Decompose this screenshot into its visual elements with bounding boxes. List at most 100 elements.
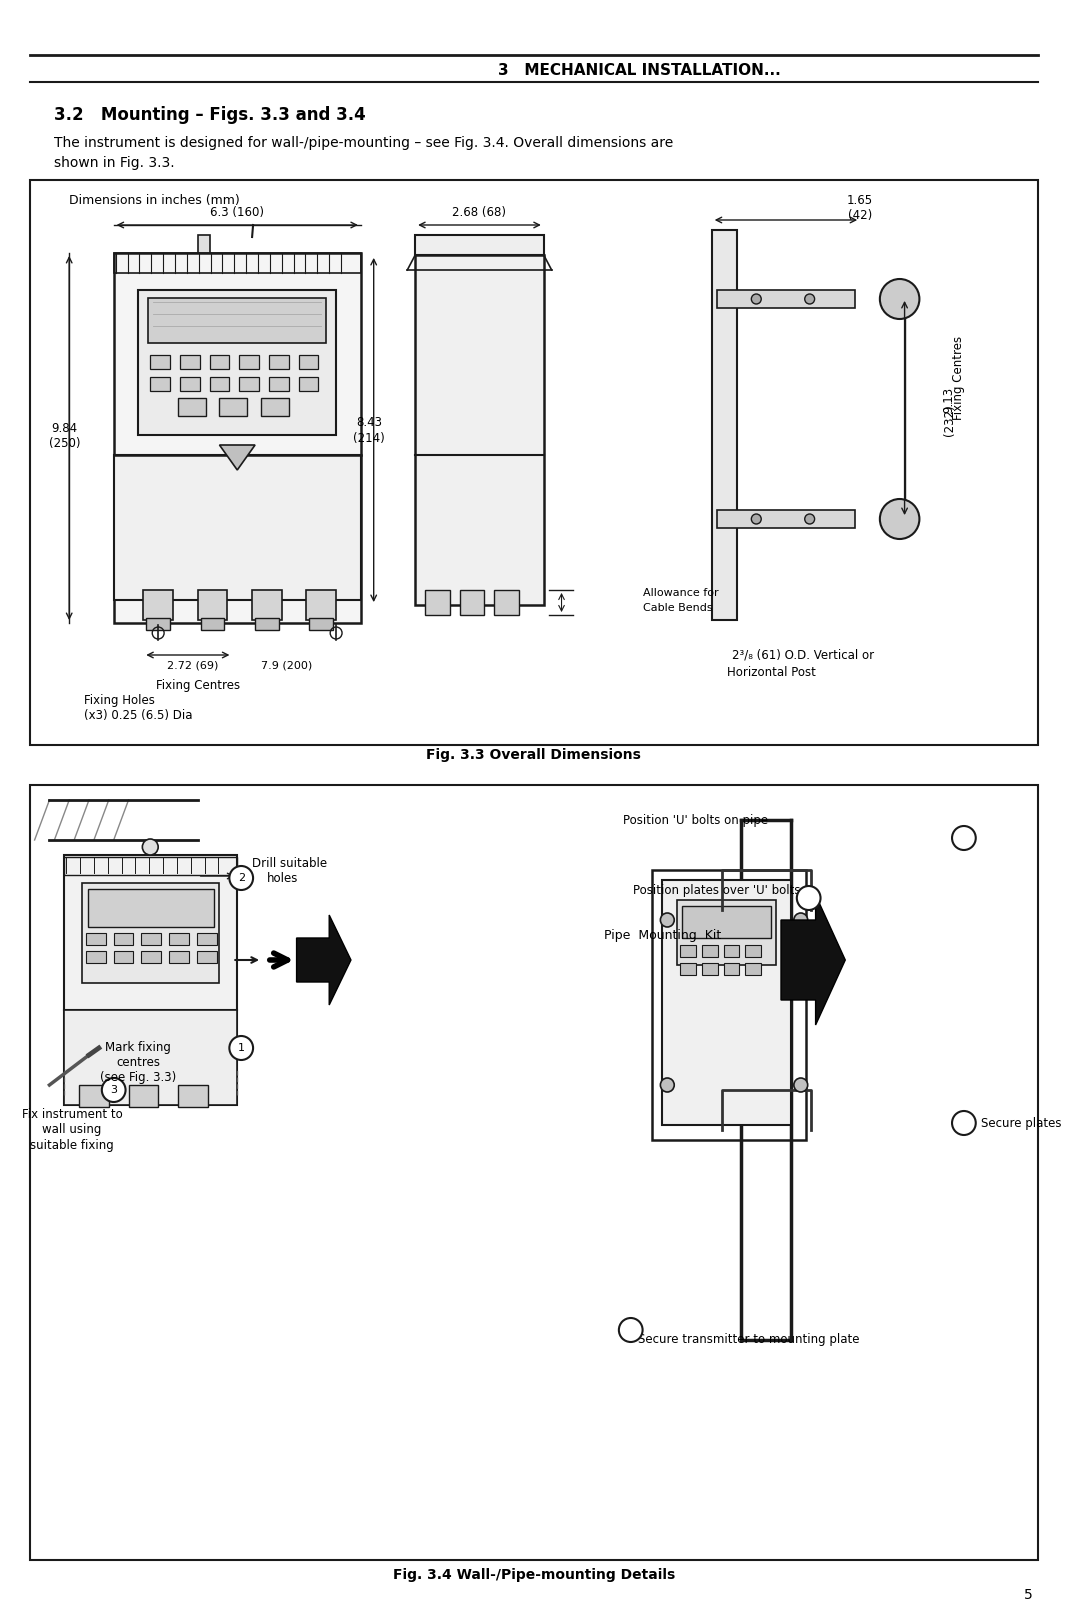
Circle shape [229,1036,253,1060]
Text: 2: 2 [805,893,812,903]
Bar [298,377,319,392]
Circle shape [660,1078,674,1092]
Bar [82,883,219,984]
Text: (214): (214) [353,432,384,445]
Bar [150,354,170,369]
Bar [138,290,336,435]
Text: (x3) 0.25 (6.5) Dia: (x3) 0.25 (6.5) Dia [84,709,192,722]
Bar [29,785,1038,1560]
Circle shape [794,913,808,927]
Bar [113,951,134,963]
Text: 2³/₈ (61) O.D. Vertical or: 2³/₈ (61) O.D. Vertical or [731,649,874,662]
Text: 3: 3 [110,1086,118,1095]
Text: Secure plates: Secure plates [981,1116,1062,1129]
Text: shown in Fig. 3.3.: shown in Fig. 3.3. [54,155,175,170]
Text: Fix instrument to: Fix instrument to [22,1108,122,1121]
Bar [683,906,771,938]
Bar [415,235,543,256]
Bar [113,455,361,600]
Bar [219,398,247,416]
Text: (232): (232) [943,404,956,435]
Bar [64,1010,238,1105]
Bar [144,591,173,620]
Bar [702,945,718,956]
Bar [129,1086,158,1107]
Text: Fixing Centres: Fixing Centres [953,337,966,421]
Polygon shape [219,445,255,469]
Bar [677,900,777,964]
Bar [702,963,718,976]
Text: wall using: wall using [42,1123,102,1136]
Circle shape [805,515,814,524]
Bar [724,963,740,976]
Bar [113,252,361,273]
Text: 1: 1 [238,1044,245,1053]
Bar [178,1086,207,1107]
Bar [198,235,210,257]
Bar [198,591,228,620]
Text: (42): (42) [848,209,873,222]
Bar [201,618,225,629]
Bar [64,854,238,1105]
Text: 4: 4 [627,1325,634,1335]
Text: 7.9 (200): 7.9 (200) [261,660,312,670]
Text: 2.72 (69): 2.72 (69) [167,660,218,670]
Bar [269,354,288,369]
Circle shape [619,1319,643,1341]
Bar [113,934,134,945]
Text: 6.3 (160): 6.3 (160) [211,205,265,218]
Text: Fig. 3.3 Overall Dimensions: Fig. 3.3 Overall Dimensions [427,748,642,762]
Bar [178,398,205,416]
Bar [255,618,279,629]
Bar [210,377,229,392]
Circle shape [752,515,761,524]
Bar [415,256,543,605]
Text: Fixing Holes: Fixing Holes [84,694,154,707]
Text: Fixing Centres: Fixing Centres [156,678,240,691]
Bar [141,934,161,945]
Bar [170,934,189,945]
Text: suitable fixing: suitable fixing [30,1139,114,1152]
Bar [141,951,161,963]
Bar [460,591,485,615]
Circle shape [794,1078,808,1092]
Bar [495,591,519,615]
Text: Mark fixing: Mark fixing [106,1042,172,1055]
Bar [261,398,288,416]
Text: (250): (250) [49,437,80,450]
Text: 2.68 (68): 2.68 (68) [453,205,507,218]
Bar [197,951,216,963]
Text: The instrument is designed for wall-/pipe-mounting – see Fig. 3.4. Overall dimen: The instrument is designed for wall-/pip… [54,136,674,150]
Bar [717,510,855,527]
Bar [210,354,229,369]
Text: 3.2   Mounting – Figs. 3.3 and 3.4: 3.2 Mounting – Figs. 3.3 and 3.4 [54,107,366,125]
Bar [86,934,106,945]
Bar [29,180,1038,744]
Text: holes: holes [267,872,298,885]
Text: centres: centres [117,1057,161,1069]
Bar [717,290,855,307]
Bar [662,880,791,1125]
Bar [170,951,189,963]
Text: Dimensions in inches (mm): Dimensions in inches (mm) [69,194,240,207]
Bar [87,888,214,927]
Circle shape [880,498,919,539]
Circle shape [102,1078,125,1102]
Text: Pipe  Mounting  Kit: Pipe Mounting Kit [604,929,721,942]
Circle shape [143,840,158,854]
Bar [298,354,319,369]
Bar [745,963,761,976]
Text: Cable Bends: Cable Bends [643,604,712,613]
Text: 3   MECHANICAL INSTALLATION...: 3 MECHANICAL INSTALLATION... [498,63,781,78]
Text: Secure transmitter to mounting plate: Secure transmitter to mounting plate [637,1333,860,1346]
Text: 5: 5 [1024,1587,1032,1602]
Circle shape [660,913,674,927]
Text: Position plates over 'U' bolts: Position plates over 'U' bolts [633,883,800,896]
Bar [240,354,259,369]
Text: 3: 3 [960,1118,968,1128]
Bar [310,618,333,629]
Bar [150,377,170,392]
Text: Allowance for: Allowance for [643,587,718,599]
Bar [680,945,696,956]
Bar [86,951,106,963]
